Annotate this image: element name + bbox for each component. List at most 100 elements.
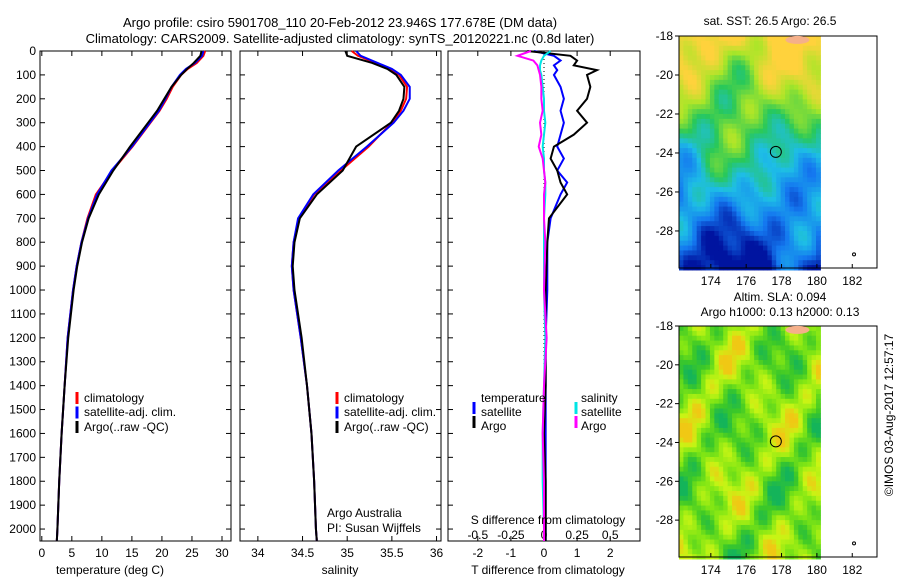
map-cell (807, 510, 813, 516)
map-cell (776, 515, 782, 521)
map-cell (771, 413, 777, 419)
map-cell (732, 172, 737, 178)
map-cell (767, 226, 773, 232)
map-cell (816, 128, 821, 134)
map-cell (723, 40, 729, 47)
map-cell (687, 452, 693, 458)
map-cell (692, 196, 698, 203)
map-cell (780, 524, 786, 531)
map-cell (758, 216, 764, 222)
map-cell (740, 152, 746, 159)
map-cell (767, 544, 773, 550)
map-cell (709, 481, 715, 487)
map-cell (701, 495, 707, 502)
map-cell (771, 65, 777, 71)
map-cell (745, 128, 751, 134)
map-cell (723, 500, 729, 507)
map-cell (709, 206, 715, 212)
map-cell (740, 70, 746, 76)
map-cell (723, 403, 729, 409)
map-cell (816, 476, 821, 482)
map-cell (709, 520, 715, 526)
map-cell (811, 70, 817, 76)
map-cell (798, 534, 804, 541)
map-cell (740, 350, 746, 356)
map-cell (740, 196, 746, 203)
map-cell (811, 359, 817, 366)
map-cell (811, 491, 817, 497)
map-cell (807, 109, 813, 115)
map-cell (709, 374, 715, 380)
map-cell (723, 84, 729, 91)
map-cell (679, 481, 684, 487)
map-cell (723, 345, 729, 351)
map-cell (785, 510, 790, 516)
map-cell (749, 432, 755, 439)
map-cell (745, 109, 751, 115)
map-cell (745, 534, 751, 541)
map-cell (762, 335, 768, 342)
map-cell (798, 423, 804, 429)
map-cell (732, 65, 737, 71)
map-cell (749, 89, 755, 95)
legend-temperature-title: temperature (481, 391, 546, 405)
map-cell (687, 60, 693, 66)
map-cell (718, 74, 724, 81)
map-cell (696, 345, 702, 351)
map-cell (723, 157, 729, 164)
map-cell (692, 36, 698, 42)
map-cell (816, 240, 821, 247)
map-cell (798, 447, 804, 453)
map-cell (767, 452, 773, 458)
map-cell (679, 389, 684, 395)
map-cell (771, 515, 777, 521)
map-cell (701, 437, 707, 443)
map-cell (736, 113, 742, 120)
map-cell (727, 113, 733, 120)
map-cell (767, 442, 773, 448)
map-cell (740, 359, 746, 366)
map-cell (727, 89, 733, 95)
map-cell (762, 486, 768, 492)
map-cell (679, 191, 684, 198)
map-cell (696, 187, 702, 193)
map-cell (701, 187, 707, 193)
map-cell (740, 113, 746, 120)
map-cell (732, 515, 737, 521)
map-cell (758, 481, 764, 487)
map-cell (692, 350, 698, 356)
map-cell (793, 529, 799, 536)
map-cell (745, 466, 751, 473)
map-cell (758, 104, 764, 110)
map-cell (727, 128, 733, 134)
map-cell (687, 128, 693, 134)
map-cell (754, 423, 760, 429)
map-cell (705, 172, 711, 178)
map-cell (740, 476, 746, 482)
map-cell (701, 442, 707, 448)
map-cell (758, 423, 764, 429)
map-cell (758, 60, 764, 66)
map-cell (683, 148, 689, 154)
map-cell (758, 230, 764, 237)
map-cell (687, 157, 693, 164)
map-cell (727, 355, 733, 361)
map-cell (705, 128, 711, 134)
map-cell (785, 549, 790, 555)
map-cell (687, 379, 693, 385)
map-cell (723, 389, 729, 395)
map-cell (740, 423, 746, 429)
map-cell (701, 74, 707, 81)
map-cell (745, 345, 751, 351)
map-cell (723, 221, 729, 227)
map-cell (798, 89, 804, 95)
map-cell (718, 500, 724, 507)
map-cell (807, 148, 813, 154)
map-cell (723, 167, 729, 173)
map-cell (701, 36, 707, 42)
map-cell (807, 534, 813, 541)
map-cell (736, 143, 742, 149)
map-cell (705, 330, 711, 337)
map-cell (714, 240, 720, 247)
map-cell (802, 418, 808, 424)
